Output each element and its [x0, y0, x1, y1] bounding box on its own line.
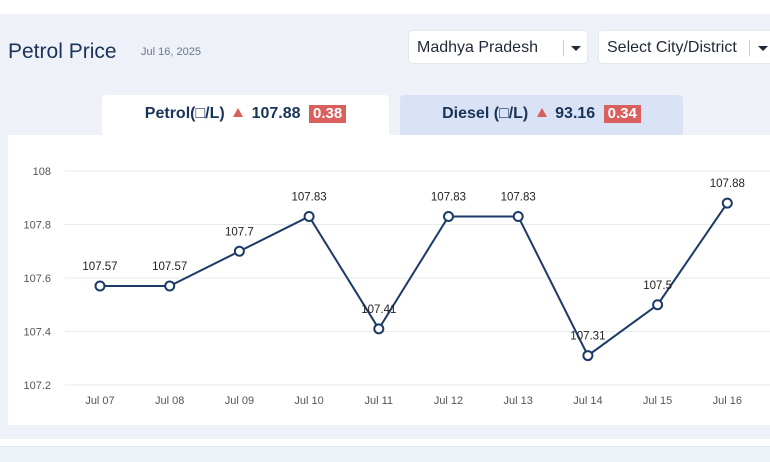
- tab-diesel[interactable]: Diesel (□/L) 93.16 0.34: [400, 95, 683, 136]
- data-label: 107.83: [292, 191, 327, 203]
- data-label: 107.5: [643, 280, 672, 292]
- page-title: Petrol Price: [8, 40, 117, 63]
- chevron-down-icon[interactable]: [758, 46, 768, 51]
- price-line-chart: 108 107.8 107.6 107.4 107.2 Jul 07 Jul 08 Jul 0…: [8, 135, 770, 425]
- data-label: 107.31: [570, 331, 605, 343]
- x-tick-label: Jul 14: [573, 395, 602, 407]
- y-tick-label: 107.4: [23, 327, 51, 339]
- data-point: [233, 245, 245, 257]
- y-tick-label: 107.2: [23, 380, 51, 392]
- tab-diesel-price: 93.16: [555, 105, 596, 122]
- data-label: 107.7: [225, 226, 254, 238]
- tab-petrol-change-badge: 0.38: [308, 105, 347, 123]
- data-label: 107.41: [361, 304, 396, 316]
- data-point: [721, 197, 733, 209]
- x-tick-label: Jul 15: [643, 395, 672, 407]
- city-select-placeholder: Select City/District: [607, 39, 737, 56]
- y-tick-label: 107.8: [23, 220, 51, 232]
- data-label: 107.83: [431, 191, 466, 203]
- tab-diesel-label: Diesel (□/L): [442, 105, 529, 122]
- data-label: 107.88: [710, 178, 745, 190]
- city-select[interactable]: Select City/District: [598, 30, 770, 64]
- x-tick-label: Jul 12: [434, 395, 463, 407]
- state-select-value: Madhya Pradesh: [417, 39, 538, 56]
- x-tick-label: Jul 16: [713, 395, 742, 407]
- data-point: [582, 350, 594, 362]
- x-tick-label: Jul 08: [155, 395, 184, 407]
- data-point: [373, 323, 385, 335]
- state-select[interactable]: Madhya Pradesh: [408, 30, 588, 64]
- triangle-up-icon: [233, 108, 244, 118]
- select-divider: [749, 40, 750, 56]
- data-label: 107.83: [501, 191, 536, 203]
- x-tick-label: Jul 11: [365, 395, 394, 407]
- data-point: [443, 210, 454, 222]
- data-point: [94, 280, 106, 292]
- x-tick-label: Jul 09: [225, 395, 254, 407]
- price-date: Jul 16, 2025: [141, 46, 201, 58]
- data-point: [512, 210, 524, 222]
- y-tick-label: 107.6: [23, 273, 51, 285]
- data-point: [303, 210, 315, 222]
- next-section-edge: [0, 446, 770, 462]
- tab-diesel-change-badge: 0.34: [603, 105, 641, 123]
- chart-canvas: 108 107.8 107.6 107.4 107.2 Jul 07 Jul 08 Jul 0…: [23, 166, 770, 407]
- tab-petrol[interactable]: Petrol(□/L) 107.88 0.38: [102, 95, 389, 136]
- chevron-down-icon[interactable]: [571, 46, 581, 51]
- triangle-up-icon: [536, 108, 547, 118]
- select-divider: [563, 40, 564, 56]
- data-point: [164, 280, 176, 292]
- data-label: 107.57: [82, 261, 117, 273]
- data-point: [652, 299, 664, 311]
- x-tick-label: Jul 07: [85, 395, 114, 407]
- x-tick-label: Jul 10: [294, 395, 323, 407]
- series-line: [100, 202, 729, 358]
- x-tick-label: Jul 13: [504, 395, 533, 407]
- tab-petrol-price: 107.88: [251, 105, 301, 122]
- data-label: 107.57: [152, 261, 187, 273]
- y-tick-label: 108: [33, 166, 51, 178]
- tab-petrol-label: Petrol(□/L): [144, 105, 225, 122]
